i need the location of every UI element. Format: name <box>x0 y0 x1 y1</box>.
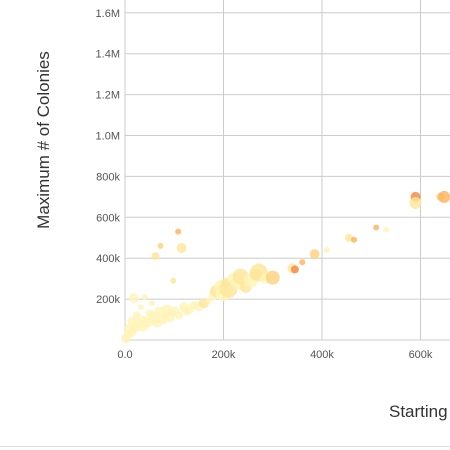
data-point[interactable] <box>373 224 380 231</box>
data-point[interactable] <box>175 228 182 235</box>
data-point[interactable] <box>309 249 320 260</box>
y-tick-labels: 200k 400k 600k 800k 1.0M 1.2M 1.4M 1.6M <box>96 8 121 306</box>
data-point[interactable] <box>175 311 184 320</box>
data-point[interactable] <box>409 196 422 209</box>
x-axis-title: Starting <box>389 402 448 421</box>
data-point[interactable] <box>323 247 330 254</box>
y-tick-label: 1.2M <box>96 90 120 102</box>
y-tick-label: 800k <box>96 171 120 183</box>
grid-lines <box>124 0 450 341</box>
x-tick-label: 200k <box>212 349 236 361</box>
data-point[interactable] <box>299 259 306 266</box>
data-point[interactable] <box>290 265 299 274</box>
x-tick-label: 600k <box>409 349 433 361</box>
y-tick-label: 1.0M <box>96 131 120 143</box>
y-tick-label: 600k <box>96 212 120 224</box>
data-point[interactable] <box>205 298 212 305</box>
data-point[interactable] <box>137 304 144 311</box>
data-point[interactable] <box>141 294 148 301</box>
data-point[interactable] <box>132 311 141 320</box>
data-point[interactable] <box>170 277 177 284</box>
data-point[interactable] <box>128 293 139 304</box>
y-tick-label: 400k <box>96 253 120 265</box>
data-point[interactable] <box>149 300 156 307</box>
x-tick-label: 0.0 <box>117 349 132 361</box>
data-point[interactable] <box>383 226 390 233</box>
bottom-divider <box>0 446 450 447</box>
y-tick-label: 1.6M <box>96 8 120 20</box>
data-point[interactable] <box>151 252 160 261</box>
data-point[interactable] <box>351 236 358 243</box>
data-point[interactable] <box>438 190 450 203</box>
data-points <box>120 190 450 344</box>
y-axis-title: Maximum # of Colonies <box>34 51 53 229</box>
y-tick-label: 200k <box>96 294 120 306</box>
y-tick-label: 1.4M <box>96 49 120 61</box>
data-point[interactable] <box>157 242 164 249</box>
x-tick-label: 400k <box>310 349 334 361</box>
data-point[interactable] <box>265 270 280 285</box>
data-point[interactable] <box>176 242 187 253</box>
x-tick-labels: 0.0 200k 400k 600k <box>117 349 433 361</box>
